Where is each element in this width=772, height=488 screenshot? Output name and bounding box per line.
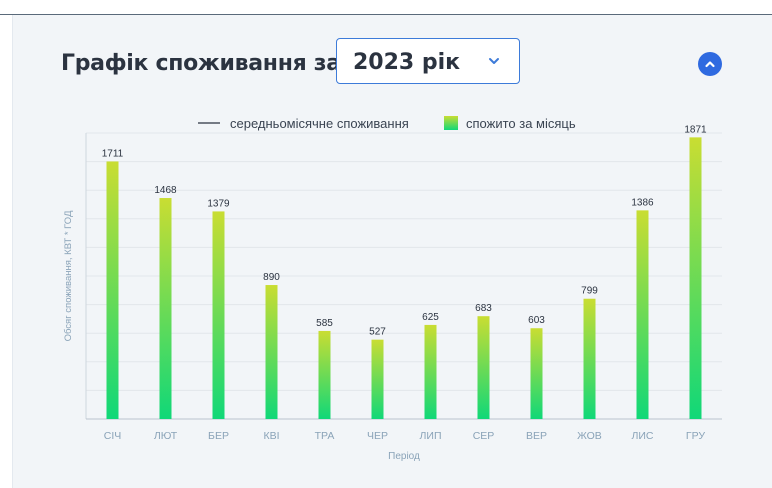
chart-heading: Графік споживання за	[61, 51, 341, 76]
bar-9[interactable]	[583, 298, 596, 419]
bar-10[interactable]	[636, 210, 649, 419]
legend-average-label: середньомісячне споживання	[230, 116, 409, 131]
bar-5[interactable]	[371, 339, 384, 419]
x-tick-label: ЛИП	[420, 430, 442, 442]
bar-value-label: 625	[422, 312, 439, 323]
bar-0[interactable]	[106, 161, 119, 420]
bar-7[interactable]	[477, 316, 490, 419]
x-tick-label: ВЕР	[526, 430, 547, 442]
chart-grid	[85, 132, 722, 420]
chart-value-labels: 1711 1468 1379 890 585 527 625 683 603 799 1386 187…	[102, 124, 707, 337]
chevron-up-icon	[705, 61, 715, 68]
chevron-down-icon	[489, 58, 499, 64]
chart-legend: середньомісячне споживання спожито за мі…	[198, 116, 576, 131]
bar-11[interactable]	[689, 137, 702, 419]
y-axis-title: Обсяг споживання, КВТ * ГОД	[63, 210, 74, 341]
legend-consumed-swatch	[444, 116, 458, 130]
top-strip	[0, 0, 772, 15]
x-tick-label: ЧЕР	[367, 430, 388, 442]
x-tick-label: БЕР	[208, 430, 229, 442]
bar-value-label: 585	[316, 318, 333, 329]
bar-1[interactable]	[159, 198, 172, 419]
bar-6[interactable]	[424, 324, 437, 419]
bar-value-label: 603	[528, 315, 545, 326]
year-select[interactable]: 2023 рік	[336, 38, 520, 84]
chart-x-tick-labels: СІЧ ЛЮТ БЕР КВІ ТРА ЧЕР ЛИП СЕР ВЕР ЖОВ ЛИС ГРУ	[104, 430, 706, 442]
chart-bars	[106, 137, 702, 420]
x-tick-label: СЕР	[473, 430, 495, 442]
x-tick-label: КВІ	[263, 430, 279, 442]
bar-value-label: 1468	[154, 185, 177, 196]
x-tick-label: ГРУ	[686, 430, 705, 442]
bar-4[interactable]	[318, 330, 331, 419]
bar-2[interactable]	[212, 211, 225, 419]
bar-value-label: 799	[581, 286, 598, 297]
x-tick-label: ЛИС	[631, 430, 653, 442]
bar-value-label: 527	[369, 327, 386, 338]
x-tick-label: ТРА	[315, 430, 335, 442]
bar-value-label: 1711	[102, 148, 124, 159]
bar-value-label: 1379	[207, 198, 230, 209]
bar-8[interactable]	[530, 328, 543, 419]
bar-value-label: 890	[263, 272, 280, 283]
bar-value-label: 683	[475, 303, 492, 314]
collapse-button[interactable]	[698, 52, 722, 76]
legend-consumed-label: спожито за місяць	[466, 116, 576, 131]
x-axis-title: Період	[388, 451, 420, 462]
bar-value-label: 1386	[631, 197, 654, 208]
x-tick-label: ЛЮТ	[154, 430, 178, 442]
year-select-value: 2023 рік	[353, 50, 461, 75]
bar-value-label: 1871	[684, 124, 707, 135]
bar-3[interactable]	[265, 285, 278, 419]
x-tick-label: СІЧ	[104, 430, 122, 442]
x-tick-label: ЖОВ	[577, 430, 602, 442]
